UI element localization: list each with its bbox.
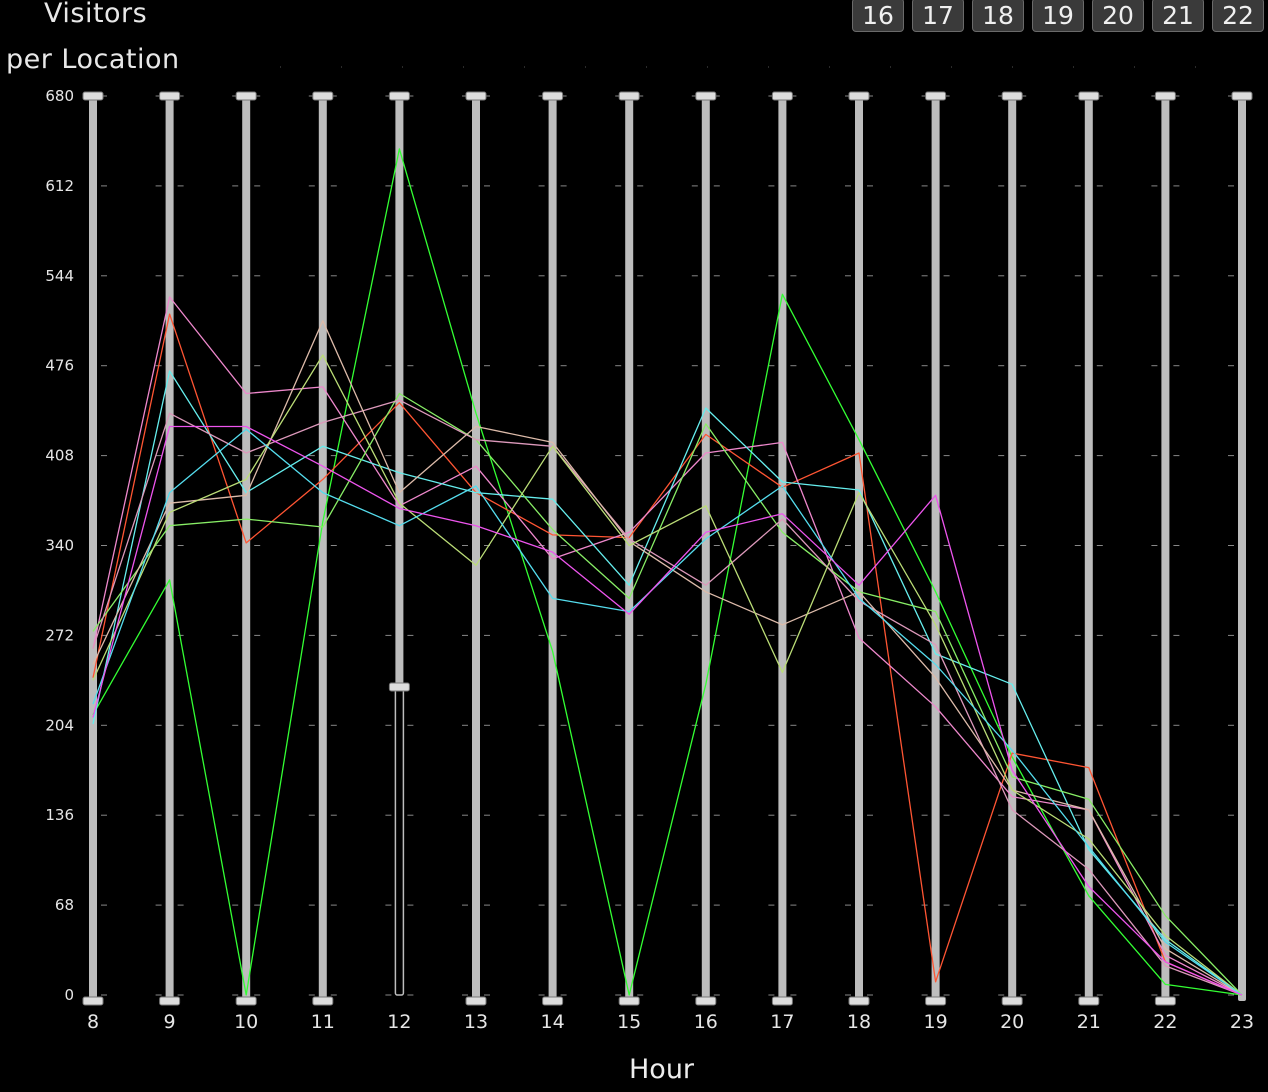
- y-tick-label: 68: [55, 896, 74, 914]
- x-tick-label: 20: [1000, 1011, 1024, 1033]
- x-tick-label: 22: [1153, 1011, 1177, 1033]
- series-line: [92, 296, 1243, 996]
- x-tick-label: 19: [924, 1011, 948, 1033]
- axis-bottom-handle[interactable]: [542, 996, 564, 1006]
- axis-bar[interactable]: [242, 96, 251, 1001]
- series-line: [92, 313, 1243, 996]
- axis-bottom-handle[interactable]: [925, 996, 947, 1006]
- x-tick-label: 16: [694, 1011, 718, 1033]
- axis-bar[interactable]: [318, 96, 327, 1001]
- x-tick-label: 14: [541, 1011, 565, 1033]
- filter-marker-handle[interactable]: [388, 682, 410, 692]
- axis-bar[interactable]: [701, 96, 710, 1001]
- axis-bottom-handle[interactable]: [771, 996, 793, 1006]
- series-line: [92, 370, 1243, 996]
- hour-button-16[interactable]: 16: [852, 0, 904, 32]
- axis-top-handle[interactable]: [848, 91, 870, 101]
- y-tick-label: 204: [45, 716, 74, 734]
- y-tick-label: 272: [45, 626, 74, 644]
- axis-bar[interactable]: [165, 96, 174, 1001]
- x-tick-label: 21: [1077, 1011, 1101, 1033]
- axis-bottom-handle[interactable]: [1078, 996, 1100, 1006]
- hour-button-18[interactable]: 18: [972, 0, 1024, 32]
- axis-bottom-handle[interactable]: [82, 996, 104, 1006]
- axis-bottom-handle[interactable]: [618, 996, 640, 1006]
- series-line: [92, 354, 1243, 996]
- axis-top-handle[interactable]: [465, 91, 487, 101]
- axis-top-handle[interactable]: [1078, 91, 1100, 101]
- axis-bar[interactable]: [1238, 96, 1246, 1001]
- axis-bar[interactable]: [625, 96, 634, 1001]
- chart-title-line1: Visitors: [44, 0, 148, 29]
- axis-top-handle[interactable]: [1001, 91, 1023, 101]
- axis-top-handle[interactable]: [312, 91, 334, 101]
- axis-top-handle[interactable]: [159, 91, 181, 101]
- axis-top-handle[interactable]: [82, 91, 104, 101]
- axis-bar[interactable]: [931, 96, 940, 1001]
- axis-bottom-handle[interactable]: [695, 996, 717, 1006]
- parallel-coordinates-chart: 0 68 136 204 272 340 408 476 544 612 680 8 9 10 11 12 13…: [45, 66, 1254, 1033]
- axis-bottom-handle[interactable]: [1154, 996, 1176, 1006]
- axis-top-handle[interactable]: [388, 91, 410, 101]
- series-line: [92, 320, 1243, 996]
- axis-top-handle[interactable]: [235, 91, 257, 101]
- series-line: [92, 392, 1243, 996]
- y-tick-label: 408: [45, 447, 74, 465]
- y-tick-label: 136: [45, 806, 74, 824]
- axis-top-handle[interactable]: [771, 91, 793, 101]
- axis-bar[interactable]: [778, 96, 787, 1001]
- x-tick-label: 18: [847, 1011, 871, 1033]
- axis-top-handle[interactable]: [695, 91, 717, 101]
- axis-bar[interactable]: [395, 96, 404, 687]
- axis-bar[interactable]: [1008, 96, 1017, 1001]
- axis-top-handle[interactable]: [1154, 91, 1176, 101]
- axis-bottom-handle[interactable]: [465, 996, 487, 1006]
- chart-title-line2: per Location: [6, 44, 180, 75]
- hour-button-21[interactable]: 21: [1152, 0, 1204, 32]
- axis-bar[interactable]: [1084, 96, 1093, 1001]
- axis-bar-outline[interactable]: [394, 686, 405, 996]
- x-axis-label: Hour: [629, 1054, 695, 1085]
- y-tick-label: 680: [45, 87, 74, 105]
- x-tick-label: 12: [387, 1011, 411, 1033]
- axis-bar[interactable]: [1161, 96, 1170, 1001]
- y-tick-label: 340: [45, 537, 74, 555]
- x-tick-label: 8: [87, 1011, 99, 1033]
- hour-button-20[interactable]: 20: [1092, 0, 1144, 32]
- y-tick-label: 612: [45, 177, 74, 195]
- hour-button-group: 16 17 18 19 20 21 22: [852, 0, 1264, 32]
- axis-bottom-handle[interactable]: [1001, 996, 1023, 1006]
- series-line: [92, 428, 1243, 996]
- y-tick-label: 544: [45, 267, 74, 285]
- axis-bottom-handle[interactable]: [312, 996, 334, 1006]
- x-tick-label: 17: [770, 1011, 794, 1033]
- hour-button-17[interactable]: 17: [912, 0, 964, 32]
- series-line: [92, 399, 1243, 996]
- axis-bottom-handle[interactable]: [848, 996, 870, 1006]
- series-line: [92, 148, 1243, 996]
- axis-bar[interactable]: [855, 96, 863, 1001]
- x-tick-label: 13: [464, 1011, 488, 1033]
- axis-bottom-handle[interactable]: [159, 996, 181, 1006]
- y-tick-label: 476: [45, 357, 74, 375]
- x-tick-label: 9: [164, 1011, 176, 1033]
- axis-bar[interactable]: [472, 96, 480, 1001]
- axis-bar[interactable]: [548, 96, 557, 1001]
- x-tick-label: 10: [234, 1011, 258, 1033]
- axis-top-handle[interactable]: [1231, 91, 1253, 101]
- axis-bottom-handle[interactable]: [235, 996, 257, 1006]
- axis-bar[interactable]: [89, 96, 97, 1001]
- hour-button-19[interactable]: 19: [1032, 0, 1084, 32]
- axis-top-handle[interactable]: [542, 91, 564, 101]
- axis-top-handle[interactable]: [925, 91, 947, 101]
- axis-top-handle[interactable]: [618, 91, 640, 101]
- series-line: [92, 425, 1243, 996]
- x-tick-label: 23: [1230, 1011, 1254, 1033]
- x-tick-label: 15: [617, 1011, 641, 1033]
- x-tick-label: 11: [311, 1011, 335, 1033]
- y-tick-label: 0: [64, 986, 74, 1004]
- hour-button-22[interactable]: 22: [1212, 0, 1264, 32]
